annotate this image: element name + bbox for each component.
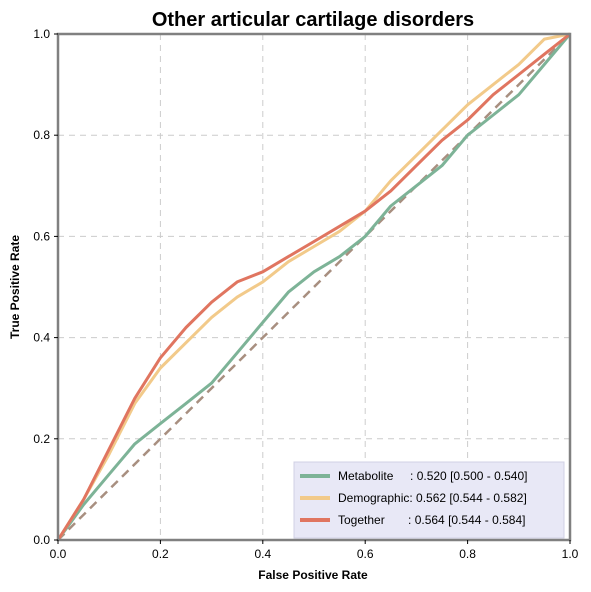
legend-box — [293, 461, 565, 539]
series-line-metabolite — [56, 33, 572, 541]
legend: Metabolite : 0.520 [0.500 - 0.540] Demogr… — [293, 461, 565, 539]
y-tick-label: 0.6 — [33, 229, 50, 243]
x-tick-label: 0.8 — [459, 547, 476, 561]
series-line-demographic — [56, 32, 571, 541]
x-axis-label: False Positive Rate — [258, 568, 368, 582]
legend-label-demographic: Demographic: 0.562 [0.544 - 0.582] — [338, 491, 527, 505]
y-tick-label: 1.0 — [33, 27, 50, 41]
y-tick-label: 0.8 — [33, 128, 50, 142]
chart-title: Other articular cartilage disorders — [152, 9, 474, 31]
x-tick-label: 0.0 — [50, 547, 67, 561]
x-tick-label: 0.2 — [152, 547, 169, 561]
y-axis-ticks: 0.0 0.2 0.4 0.6 0.8 1.0 — [33, 27, 58, 547]
y-axis-label: True Positive Rate — [8, 235, 22, 339]
series-lines — [56, 32, 572, 541]
x-axis-ticks: 0.0 0.2 0.4 0.6 0.8 1.0 — [50, 540, 579, 561]
x-tick-label: 0.6 — [357, 547, 374, 561]
x-tick-label: 1.0 — [562, 547, 579, 561]
legend-label-metabolite: Metabolite : 0.520 [0.500 - 0.540] — [338, 469, 527, 483]
legend-label-together: Together : 0.564 [0.544 - 0.584] — [338, 513, 525, 527]
series-line-together — [56, 32, 571, 541]
plot-frame — [56, 32, 572, 542]
y-tick-label: 0.2 — [33, 432, 50, 446]
y-tick-label: 0.0 — [33, 533, 50, 547]
x-tick-label: 0.4 — [254, 547, 271, 561]
y-tick-label: 0.4 — [33, 331, 50, 345]
grid-lines — [58, 34, 570, 540]
